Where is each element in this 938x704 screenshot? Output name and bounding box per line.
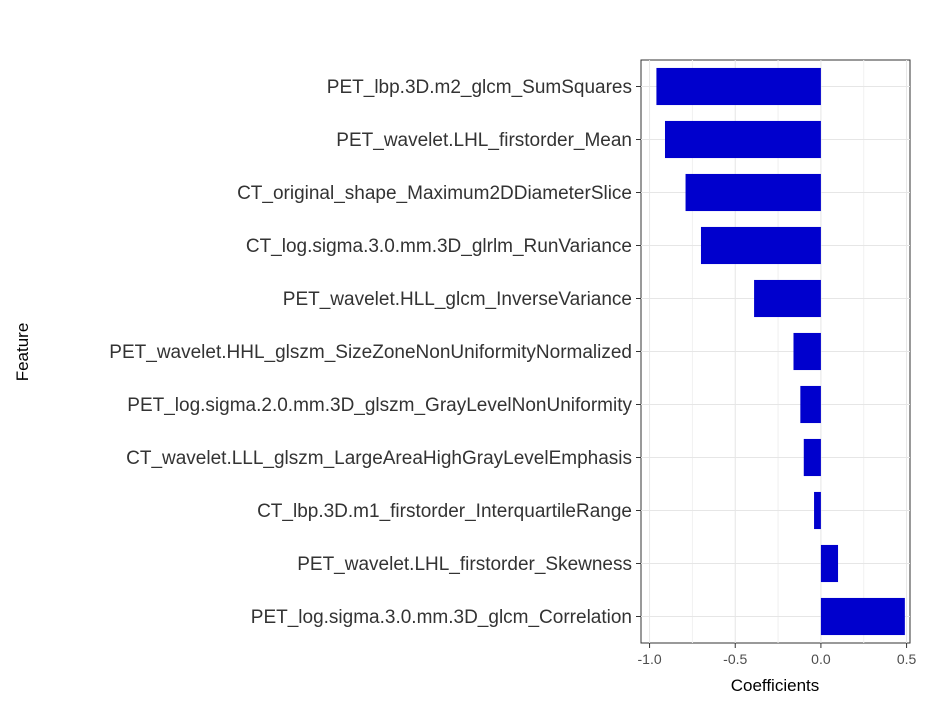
y-axis: PET_lbp.3D.m2_glcm_SumSquares PET_wavelet… — [109, 77, 641, 628]
y-tick-label: CT_wavelet.LLL_glszm_LargeAreaHighGrayLe… — [126, 448, 632, 469]
y-tick-label: PET_wavelet.LHL_firstorder_Skewness — [297, 554, 632, 575]
bar — [803, 438, 821, 477]
y-tick-label: PET_log.sigma.3.0.mm.3D_glcm_Correlation — [251, 607, 632, 628]
x-tick-label: -1.0 — [638, 651, 662, 667]
bar — [814, 491, 821, 530]
y-tick-label: CT_log.sigma.3.0.mm.3D_glrlm_RunVariance — [246, 236, 632, 257]
y-tick-label: PET_log.sigma.2.0.mm.3D_glszm_GrayLevelN… — [127, 395, 632, 416]
bar — [664, 120, 821, 159]
x-axis: -1.0 -0.5 0.0 0.5 — [638, 643, 917, 667]
x-tick-label: 0.0 — [811, 651, 831, 667]
bar — [793, 332, 821, 371]
y-axis-title: Feature — [13, 323, 32, 382]
bar — [820, 597, 905, 636]
x-tick-label: 0.5 — [897, 651, 917, 667]
bar — [820, 544, 839, 583]
bar — [754, 279, 821, 318]
y-tick-label: PET_wavelet.LHL_firstorder_Mean — [336, 130, 632, 151]
bar — [700, 226, 821, 265]
bar — [685, 173, 821, 212]
x-tick-label: -0.5 — [723, 651, 747, 667]
y-tick-label: PET_wavelet.HLL_glcm_InverseVariance — [283, 289, 632, 310]
y-tick-label: CT_original_shape_Maximum2DDiameterSlice — [237, 183, 632, 204]
y-tick-label: PET_wavelet.HHL_glszm_SizeZoneNonUniform… — [109, 342, 632, 363]
y-tick-label: PET_lbp.3D.m2_glcm_SumSquares — [327, 77, 632, 98]
x-axis-title: Coefficients — [731, 676, 820, 695]
bar — [656, 67, 821, 106]
bar — [800, 385, 821, 424]
bars — [656, 67, 905, 636]
y-tick-label: CT_lbp.3D.m1_firstorder_InterquartileRan… — [257, 501, 632, 522]
